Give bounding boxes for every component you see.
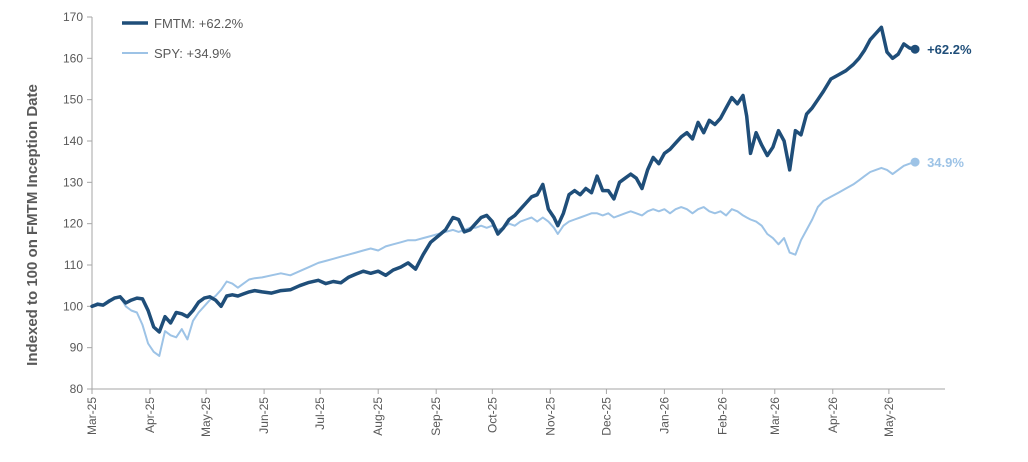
legend-label-fmtm: FMTM: +62.2% (154, 16, 244, 31)
series-line-spy (91, 161, 917, 357)
y-tick-label: 120 (63, 217, 83, 231)
x-tick-label: Apr-25 (143, 397, 157, 433)
x-tick-label: Jul-25 (313, 397, 327, 430)
x-tick-label: Apr-26 (826, 397, 840, 433)
y-tick-label: 160 (63, 51, 83, 65)
x-tick-label: Oct-25 (485, 397, 499, 433)
x-tick-label: Feb-26 (715, 397, 729, 435)
series-line-fmtm (90, 25, 917, 334)
x-tick-label: Mar-26 (768, 397, 782, 435)
x-tick-label: May-26 (882, 397, 896, 437)
x-tick-label: Jun-25 (257, 397, 271, 434)
y-tick-label: 100 (63, 299, 83, 313)
x-tick-label: Jan-26 (657, 397, 671, 434)
y-tick-label: 130 (63, 175, 83, 189)
end-label-fmtm: +62.2% (927, 42, 972, 57)
x-tick-label: Mar-25 (85, 397, 99, 435)
end-label-spy: 34.9% (927, 155, 964, 170)
y-tick-label: 170 (63, 10, 83, 24)
y-tick-label: 140 (63, 134, 83, 148)
y-tick-label: 90 (70, 341, 84, 355)
y-tick-label: 80 (70, 382, 84, 396)
end-marker-spy (910, 157, 920, 167)
y-tick-label: 110 (64, 258, 83, 272)
x-tick-label: May-25 (199, 397, 213, 437)
x-tick-label: Nov-25 (543, 397, 557, 436)
x-tick-label: Dec-25 (599, 397, 613, 436)
y-axis-title: Indexed to 100 on FMTM Inception Date (24, 84, 41, 366)
x-tick-label: Sep-25 (429, 397, 443, 436)
legend-label-spy: SPY: +34.9% (154, 46, 231, 61)
y-tick-label: 150 (63, 93, 83, 107)
x-tick-label: Aug-25 (371, 397, 385, 436)
end-marker-fmtm (910, 44, 920, 54)
